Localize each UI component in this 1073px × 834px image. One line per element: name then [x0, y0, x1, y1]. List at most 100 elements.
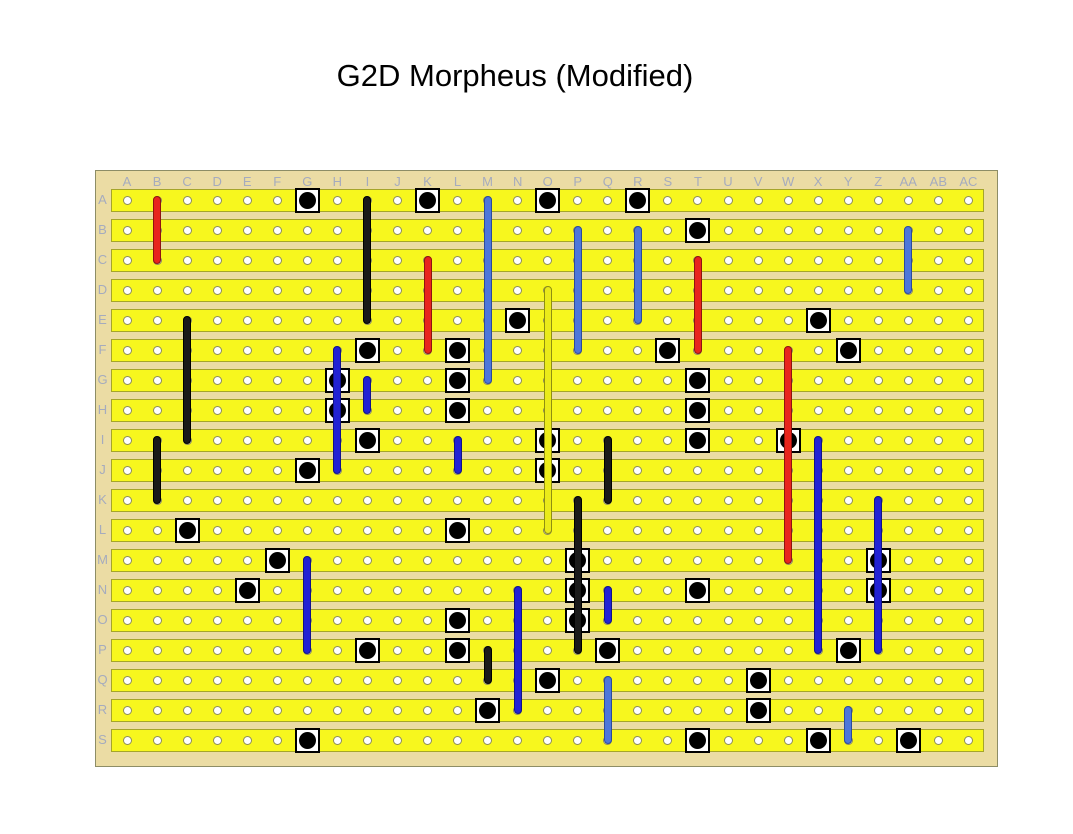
pad-dot-circle — [358, 431, 376, 449]
hole — [122, 345, 132, 355]
hole — [933, 495, 943, 505]
hole — [272, 585, 282, 595]
hole — [453, 495, 463, 505]
hole — [212, 585, 222, 595]
hole — [663, 555, 673, 565]
pad-dot-circle — [809, 731, 827, 749]
hole — [453, 255, 463, 265]
hole — [152, 555, 162, 565]
hole — [813, 345, 823, 355]
hole — [903, 585, 913, 595]
column-label: Z — [874, 174, 883, 189]
hole — [753, 225, 763, 235]
pad-dot-circle — [449, 521, 467, 539]
hole — [122, 465, 132, 475]
hole — [423, 675, 432, 685]
hole — [663, 645, 673, 655]
wire-link-blue — [513, 586, 522, 714]
hole — [723, 375, 733, 385]
hole — [753, 615, 763, 625]
wire-link-red — [423, 256, 432, 354]
column-label: AB — [929, 174, 948, 189]
hole — [603, 315, 613, 325]
hole — [212, 705, 222, 715]
hole — [332, 585, 342, 595]
hole — [933, 345, 943, 355]
hole — [693, 645, 703, 655]
hole — [963, 525, 973, 535]
hole — [633, 495, 643, 505]
hole — [392, 435, 402, 445]
hole — [603, 195, 613, 205]
hole — [483, 615, 493, 625]
pad-dot — [685, 577, 711, 603]
column-label: V — [753, 174, 763, 189]
pad-dot — [354, 637, 380, 663]
row-label: M — [97, 552, 108, 567]
hole — [903, 675, 913, 685]
hole — [843, 555, 853, 565]
pad-dot — [445, 337, 471, 363]
hole — [242, 555, 252, 565]
hole — [753, 555, 763, 565]
hole — [242, 375, 252, 385]
hole — [933, 375, 943, 385]
hole — [633, 645, 643, 655]
hole — [873, 285, 883, 295]
hole — [332, 195, 342, 205]
hole — [302, 345, 312, 355]
hole — [663, 315, 673, 325]
hole — [392, 195, 402, 205]
hole — [272, 195, 282, 205]
hole — [843, 375, 853, 385]
hole — [603, 405, 613, 415]
hole — [423, 405, 432, 415]
hole — [212, 735, 222, 745]
pad-dot-circle — [689, 371, 707, 389]
hole — [272, 345, 282, 355]
hole — [212, 675, 222, 685]
row-label: P — [98, 642, 107, 657]
hole — [483, 735, 493, 745]
hole — [663, 225, 673, 235]
hole — [152, 315, 162, 325]
hole — [302, 405, 312, 415]
hole — [513, 555, 523, 565]
hole — [423, 555, 432, 565]
hole — [152, 645, 162, 655]
pad-dot — [294, 457, 320, 483]
hole — [513, 735, 523, 745]
hole — [362, 585, 372, 595]
hole — [873, 465, 883, 475]
hole — [423, 225, 432, 235]
hole — [392, 255, 402, 265]
hole — [723, 405, 733, 415]
pad-dot — [685, 397, 711, 423]
hole — [933, 225, 943, 235]
pad-dot — [685, 727, 711, 753]
wire-link-cornflower — [603, 676, 612, 744]
pad-dot — [294, 727, 320, 753]
hole — [362, 615, 372, 625]
hole — [813, 405, 823, 415]
pad-dot-circle — [749, 671, 767, 689]
hole — [392, 345, 402, 355]
hole — [242, 465, 252, 475]
pad-dot-circle — [899, 731, 917, 749]
hole — [633, 675, 643, 685]
wire-link-yellow — [543, 286, 552, 534]
hole — [423, 705, 432, 715]
hole — [633, 735, 643, 745]
hole — [272, 525, 282, 535]
hole — [543, 735, 553, 745]
hole — [843, 675, 853, 685]
hole — [693, 525, 703, 535]
pad-dot-circle — [629, 191, 647, 209]
hole — [483, 585, 493, 595]
column-label: U — [723, 174, 733, 189]
hole — [873, 195, 883, 205]
hole — [963, 675, 973, 685]
hole — [933, 195, 943, 205]
hole — [152, 675, 162, 685]
